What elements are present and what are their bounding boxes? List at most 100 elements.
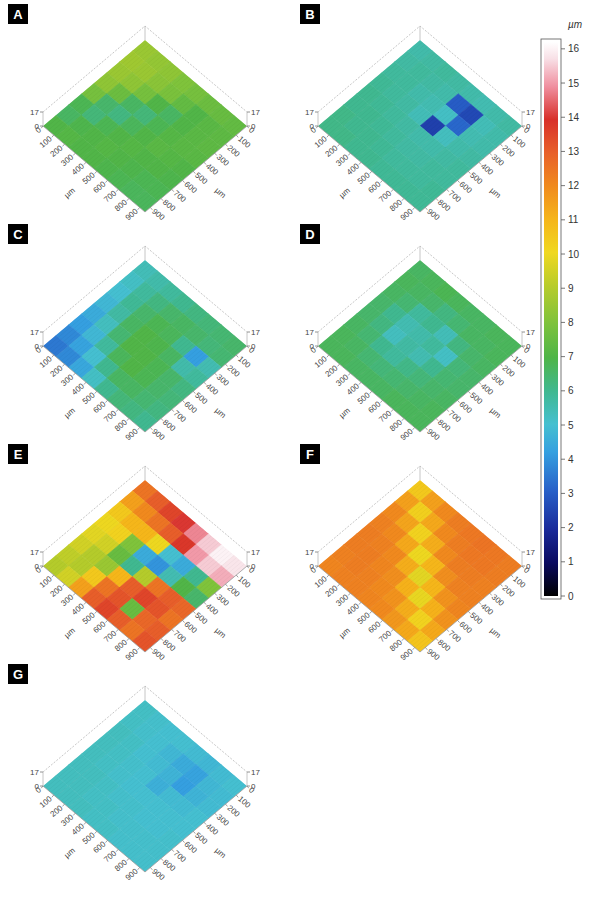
y-tick <box>215 813 217 815</box>
box-edge <box>43 552 44 566</box>
x-tick-label: 200 <box>324 583 340 599</box>
y-tick-label: 800 <box>161 638 177 654</box>
x-tick <box>95 831 97 833</box>
x-tick <box>402 198 404 200</box>
colorbar-tick-label: 10 <box>568 249 580 260</box>
panel-letter: C <box>13 227 23 242</box>
y-tick-label: 100 <box>236 794 252 810</box>
box-edge <box>43 26 247 112</box>
x-tick-label: 400 <box>70 381 86 397</box>
y-axis-title: µm <box>488 626 503 640</box>
x-tick <box>380 180 382 182</box>
y-tick-label: 600 <box>458 180 474 196</box>
y-tick-label: 700 <box>172 409 188 425</box>
box-edge <box>43 112 44 126</box>
texture <box>130 773 232 859</box>
y-tick <box>501 144 503 146</box>
x-tick <box>127 858 129 860</box>
y-tick <box>150 867 152 869</box>
x-tick <box>348 593 350 595</box>
x-tick-label: 900 <box>399 426 415 442</box>
x-tick-label: 200 <box>49 583 65 599</box>
x-tick <box>359 382 361 384</box>
x-axis-title: µm <box>62 406 77 420</box>
x-tick <box>63 804 65 806</box>
x-tick-label: 0 <box>309 565 319 575</box>
x-tick-label: 300 <box>59 812 75 828</box>
z-tick-label: 17 <box>251 768 260 777</box>
z-tick <box>247 112 250 113</box>
x-tick-label: 900 <box>124 426 140 442</box>
y-tick-label: 0 <box>522 345 532 355</box>
axis-line <box>43 786 247 872</box>
panel-letter: E <box>14 447 23 462</box>
panel: 0017170100200300400500600700800900µm0100… <box>8 4 260 223</box>
colorbar-tick-label: 4 <box>568 454 574 465</box>
x-tick <box>402 418 404 420</box>
x-tick-label: 0 <box>34 125 44 135</box>
y-tick <box>490 153 492 155</box>
y-tick-label: 0 <box>247 125 257 135</box>
texture <box>405 333 507 419</box>
z-tick-label: 17 <box>30 328 39 337</box>
y-tick <box>490 373 492 375</box>
x-tick <box>138 427 140 429</box>
x-tick-label: 700 <box>377 408 393 424</box>
panel-letter-box <box>8 664 28 684</box>
surface <box>43 480 247 652</box>
y-axis-title: µm <box>213 626 228 640</box>
box-edge <box>420 26 421 40</box>
x-tick-label: 500 <box>356 170 372 186</box>
y-tick-label: 400 <box>204 822 220 838</box>
texture <box>135 777 237 863</box>
y-tick <box>436 638 438 640</box>
texture <box>405 553 507 639</box>
box-edge <box>145 686 146 700</box>
panel: 0017170100200300400500600700800900µm0100… <box>300 4 535 223</box>
x-tick-label: 300 <box>334 152 350 168</box>
y-tick-label: 200 <box>500 143 516 159</box>
panel-letter-box <box>300 224 320 244</box>
y-tick <box>204 822 206 824</box>
x-tick-label: 700 <box>377 188 393 204</box>
z-tick-label: 17 <box>251 108 260 117</box>
y-tick <box>511 575 513 577</box>
box-edge <box>318 26 522 112</box>
y-tick <box>490 593 492 595</box>
x-tick <box>41 126 43 128</box>
x-tick <box>380 400 382 402</box>
axis-line <box>43 566 247 652</box>
z-tick-label: 17 <box>305 108 314 117</box>
x-tick-label: 100 <box>313 354 329 370</box>
colorbar-tick-label: 11 <box>568 214 579 225</box>
y-tick <box>236 575 238 577</box>
y-tick <box>204 602 206 604</box>
y-tick <box>183 400 185 402</box>
x-tick-label: 500 <box>81 390 97 406</box>
x-tick <box>52 575 54 577</box>
z-tick <box>40 332 43 333</box>
colorbar-tick-label: 16 <box>568 43 580 54</box>
texture <box>132 335 234 421</box>
y-tick-label: 500 <box>468 171 484 187</box>
y-tick-label: 0 <box>522 125 532 135</box>
x-tick-label: 500 <box>81 830 97 846</box>
x-tick-label: 300 <box>59 152 75 168</box>
z-tick-label: 17 <box>305 548 314 557</box>
x-tick-label: 800 <box>388 637 404 653</box>
texture <box>415 562 517 648</box>
box-edge <box>43 332 44 346</box>
x-tick-label: 0 <box>309 125 319 135</box>
y-tick <box>247 566 249 568</box>
y-tick <box>247 786 249 788</box>
box-edge <box>522 552 523 566</box>
x-tick-label: 400 <box>345 601 361 617</box>
texture <box>142 124 244 210</box>
box-edge <box>43 686 247 772</box>
x-tick <box>73 593 75 595</box>
y-tick <box>522 566 524 568</box>
y-tick <box>479 602 481 604</box>
y-tick <box>183 180 185 182</box>
y-tick-label: 300 <box>215 372 231 388</box>
x-tick-label: 600 <box>366 179 382 195</box>
